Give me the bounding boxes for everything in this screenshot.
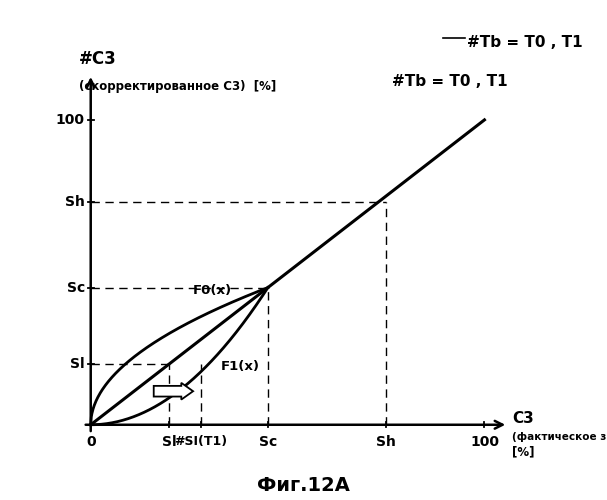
Text: (скорректированное C3)  [%]: (скорректированное C3) [%] <box>79 80 276 93</box>
Text: [%]: [%] <box>512 446 535 458</box>
Text: 0: 0 <box>86 436 95 450</box>
Text: 100: 100 <box>56 113 85 127</box>
Text: F0(x): F0(x) <box>193 284 232 296</box>
Text: F1(x): F1(x) <box>221 360 260 374</box>
Text: (фактическое значение): (фактическое значение) <box>512 432 607 442</box>
Text: Sc: Sc <box>259 436 277 450</box>
Text: #Tb = T0 , T1: #Tb = T0 , T1 <box>467 35 583 50</box>
Text: Фиг.12А: Фиг.12А <box>257 476 350 495</box>
Text: Sh: Sh <box>376 436 396 450</box>
Text: #Tb = T0 , T1: #Tb = T0 , T1 <box>393 74 508 89</box>
Text: Sc: Sc <box>67 280 85 294</box>
Text: #C3: #C3 <box>79 50 117 68</box>
Text: Sh: Sh <box>65 195 85 209</box>
FancyArrow shape <box>154 383 193 400</box>
Text: Sl: Sl <box>70 357 85 371</box>
Text: 100: 100 <box>470 436 499 450</box>
Text: C3: C3 <box>512 411 534 426</box>
Text: #SI(T1): #SI(T1) <box>174 436 228 448</box>
Text: Sl: Sl <box>162 436 177 450</box>
